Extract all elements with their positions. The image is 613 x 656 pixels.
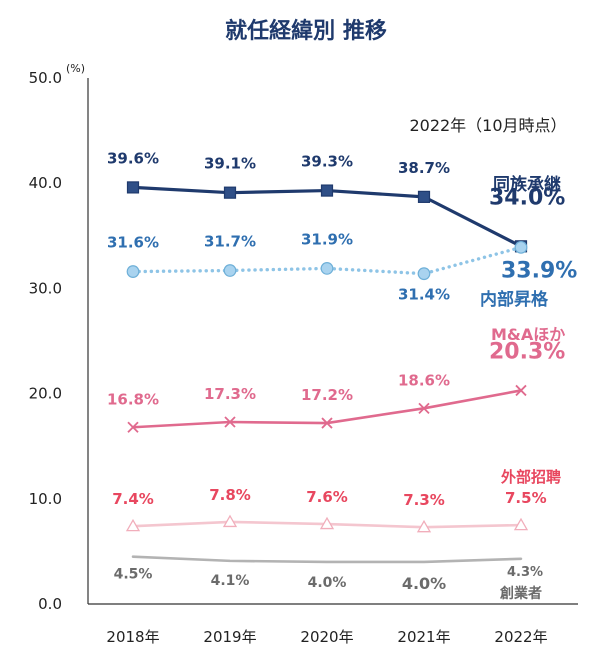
- data-label: 16.8%: [107, 390, 159, 408]
- series-1: 31.6% 31.7% 31.9% 31.4% 33.9% 内部昇格: [107, 230, 577, 310]
- data-point: [222, 514, 238, 528]
- series-name-label: M&Aほか: [491, 325, 565, 344]
- data-label: 31.4%: [398, 286, 450, 304]
- data-label: 39.3%: [301, 153, 353, 171]
- data-point: [418, 402, 430, 414]
- y-tick-label: 20.0: [29, 385, 62, 403]
- series-name-label: 同族承継: [493, 174, 561, 195]
- x-tick-label: 2020年: [300, 628, 353, 646]
- series-name-label: 外部招聘: [500, 468, 561, 486]
- data-label: 31.7%: [204, 233, 256, 251]
- series-name-label: 内部昇格: [480, 289, 549, 310]
- y-tick-label: 50.0: [29, 69, 62, 87]
- data-label: 17.2%: [301, 386, 353, 404]
- data-point: [224, 416, 236, 428]
- data-label: 7.3%: [403, 491, 445, 509]
- data-point: [127, 421, 139, 433]
- data-label: 7.8%: [209, 486, 251, 504]
- series-line-4: [131, 555, 523, 564]
- data-point: [125, 518, 141, 532]
- x-tick-label: 2018年: [106, 628, 159, 646]
- data-point: [416, 519, 432, 533]
- x-tick-label: 2022年: [494, 628, 547, 646]
- data-point: [223, 264, 237, 277]
- x-axis-ticks: 2018年 2019年 2020年 2021年 2022年: [106, 628, 547, 646]
- data-label: 38.7%: [398, 159, 450, 177]
- series-2: 16.8% 17.3% 17.2% 18.6% 20.3%M&Aほか: [107, 325, 565, 433]
- series-0: 39.6% 39.1% 39.3% 38.7% 34.0%同族承継: [107, 149, 565, 253]
- data-point: [417, 190, 431, 203]
- data-label: 4.1%: [211, 573, 250, 589]
- data-label: 4.0%: [402, 574, 446, 593]
- data-label: 4.3%: [507, 565, 543, 580]
- y-axis-unit: (%): [66, 62, 85, 75]
- y-axis-ticks: 0.0 10.0 20.0 30.0 40.0 50.0: [29, 69, 62, 613]
- x-tick-label: 2021年: [397, 628, 450, 646]
- data-label: 31.9%: [301, 230, 353, 248]
- data-point: [320, 262, 334, 275]
- data-label: 33.9%: [501, 258, 577, 283]
- data-point: [126, 265, 140, 278]
- data-label: 18.6%: [398, 371, 450, 389]
- data-point: [321, 417, 333, 429]
- data-label: 31.6%: [107, 234, 159, 252]
- data-label: 4.0%: [308, 575, 347, 591]
- x-tick-label: 2019年: [203, 628, 256, 646]
- y-tick-label: 40.0: [29, 174, 62, 192]
- data-point: [126, 181, 140, 194]
- series-4: 4.5% 4.1% 4.0% 4.0% 4.3% 創業者: [114, 555, 543, 602]
- series-name-label: 創業者: [499, 585, 542, 602]
- series-3: 7.4% 7.8% 7.6% 7.3% 7.5% 外部招聘: [112, 468, 561, 533]
- data-label: 20.3%: [489, 339, 565, 364]
- data-point: [417, 267, 431, 281]
- data-point: [513, 517, 529, 531]
- data-label: 17.3%: [204, 385, 256, 403]
- data-point: [515, 384, 527, 397]
- data-point: [223, 186, 237, 199]
- data-label: 4.5%: [114, 567, 153, 583]
- data-label: 7.4%: [112, 490, 154, 508]
- data-label: 39.1%: [204, 155, 256, 173]
- data-label: 39.6%: [107, 149, 159, 167]
- chart-title: 就任経緯別 推移: [225, 18, 387, 44]
- y-tick-label: 10.0: [29, 490, 62, 508]
- data-point: [320, 184, 334, 197]
- data-point: [514, 240, 528, 254]
- y-tick-label: 0.0: [38, 595, 62, 613]
- data-label: 7.5%: [505, 489, 547, 507]
- date-annotation: 2022年（10月時点）: [409, 116, 566, 135]
- y-tick-label: 30.0: [29, 279, 62, 297]
- data-label: 7.6%: [306, 488, 348, 506]
- data-point: [319, 516, 335, 530]
- data-label: 34.0%: [489, 185, 565, 210]
